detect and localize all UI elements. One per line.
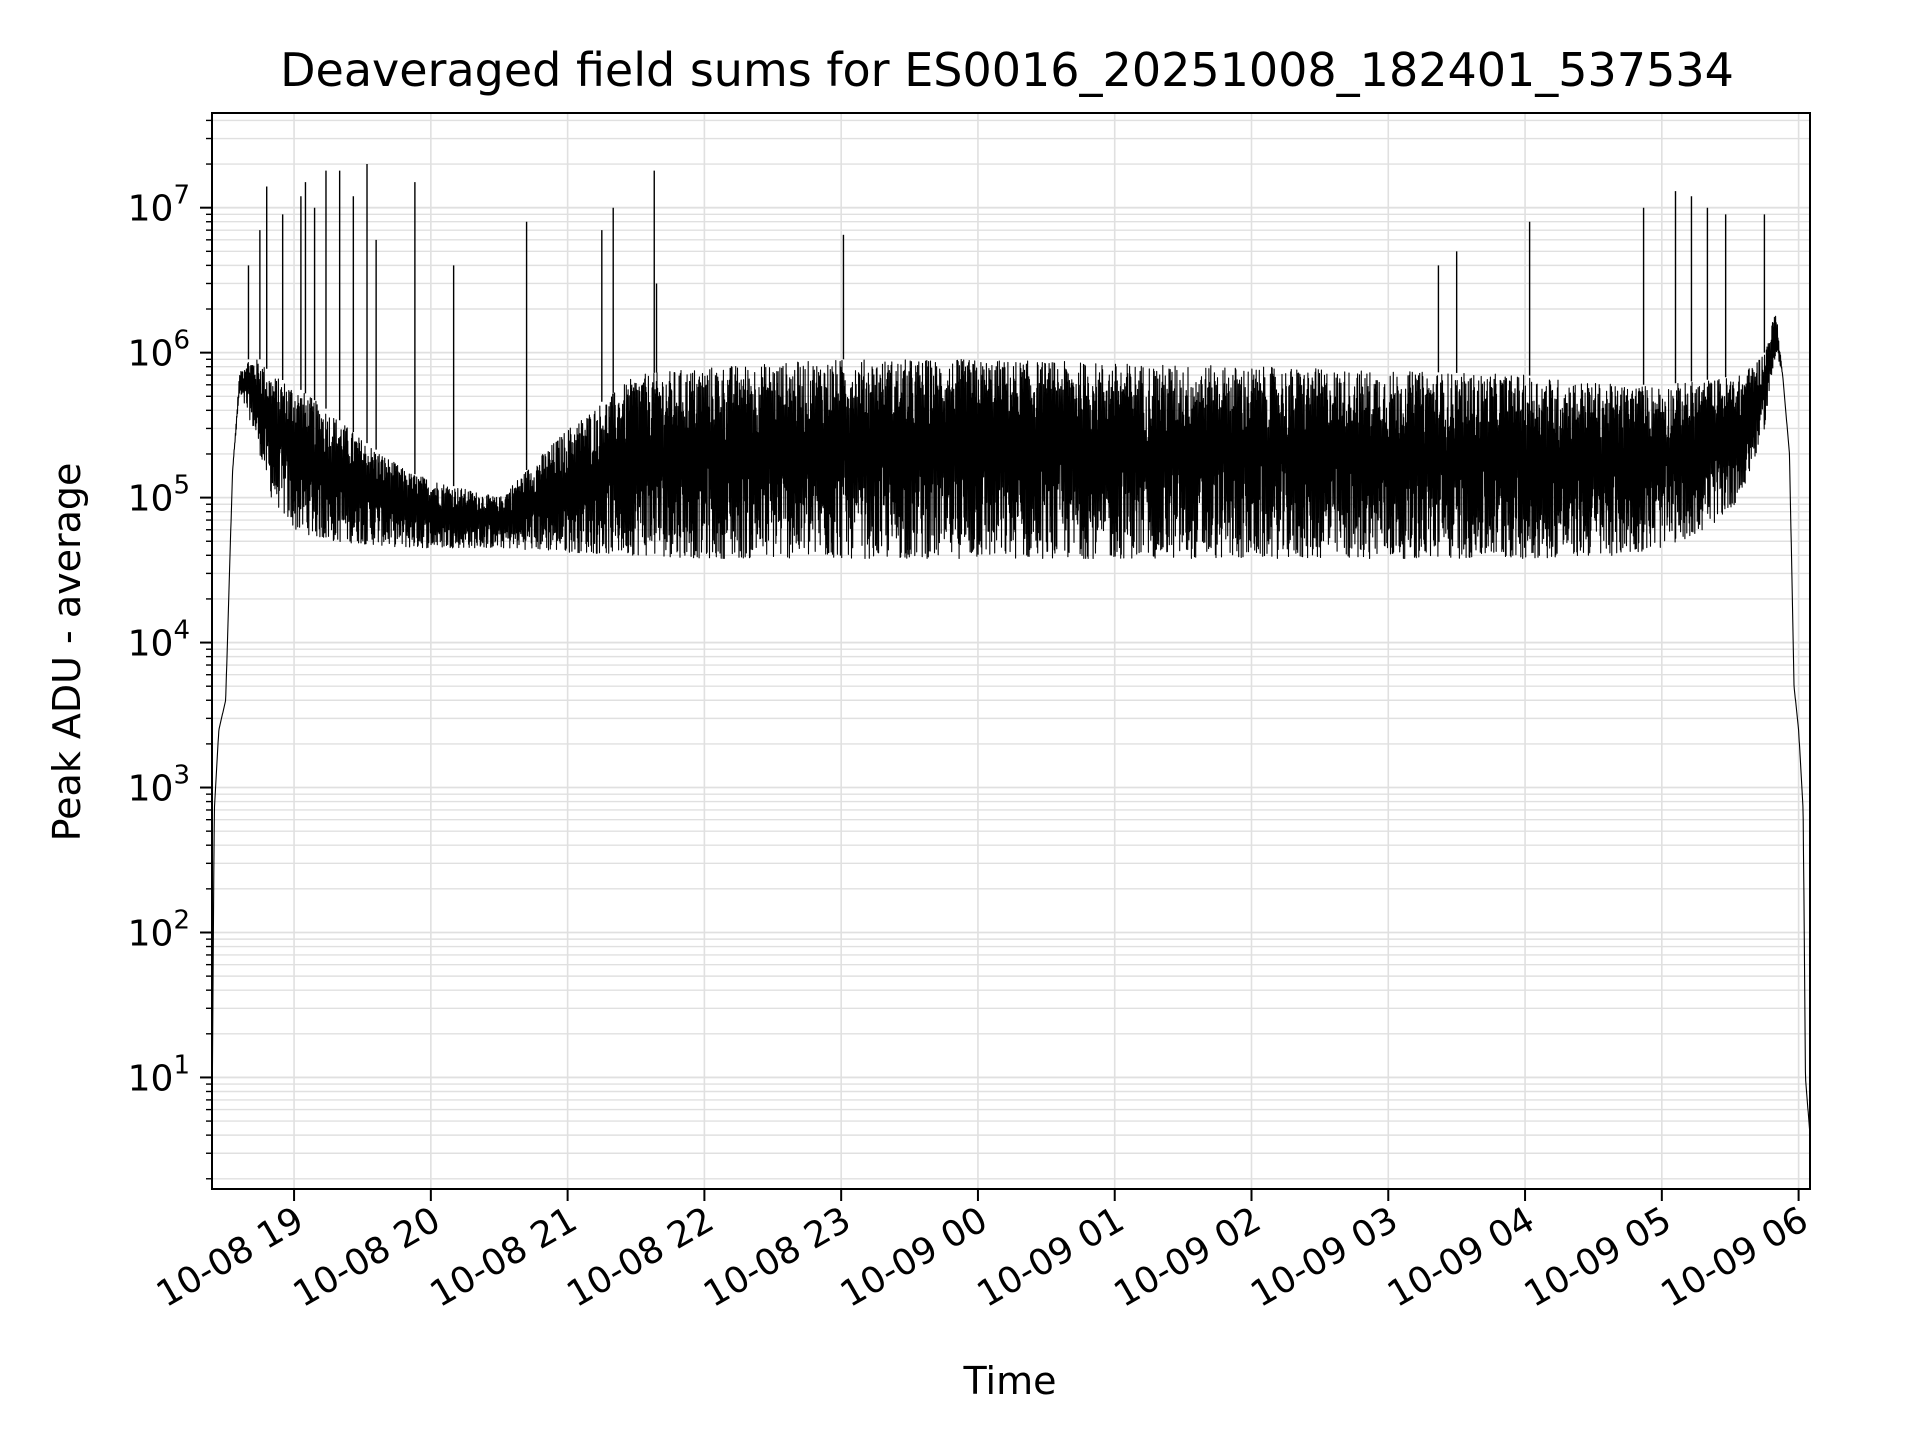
y-tick-label: 102: [128, 905, 190, 954]
y-tick-label: 106: [128, 326, 190, 375]
x-tick-label: 10-08 19: [150, 1199, 311, 1315]
y-tick-label: 105: [128, 471, 190, 520]
x-tick-label: 10-08 20: [287, 1199, 448, 1315]
x-tick-label: 10-08 23: [697, 1199, 858, 1315]
chart-title: Deaveraged field sums for ES0016_2025100…: [280, 43, 1734, 97]
x-tick-label: 10-09 02: [1107, 1199, 1268, 1315]
data-series: [211, 164, 1811, 1136]
x-tick-label: 10-08 22: [560, 1199, 721, 1315]
y-tick-labels: 101 102 103 104 105 106 107: [128, 181, 190, 1100]
x-tick-label: 10-09 05: [1518, 1199, 1679, 1315]
x-tick-label: 10-09 06: [1654, 1199, 1815, 1315]
x-tick-label: 10-09 00: [834, 1199, 995, 1315]
x-tick-label: 10-09 01: [971, 1199, 1132, 1315]
y-axis-label: Peak ADU - average: [45, 463, 89, 842]
series-line: [211, 315, 1811, 1136]
y-tick-label: 101: [128, 1050, 190, 1099]
y-tick-label: 103: [128, 761, 190, 810]
y-tick-label: 107: [128, 181, 190, 230]
x-tick-label: 10-08 21: [423, 1199, 584, 1315]
x-axis-label: Time: [963, 1359, 1057, 1403]
x-tick-label: 10-09 04: [1381, 1199, 1542, 1315]
y-tick-label: 104: [128, 616, 190, 665]
x-tick-label: 10-09 03: [1244, 1199, 1405, 1315]
grid: [212, 113, 1810, 1189]
plot-frame: [211, 112, 1811, 1190]
axis-ticks: [200, 119, 1800, 1201]
